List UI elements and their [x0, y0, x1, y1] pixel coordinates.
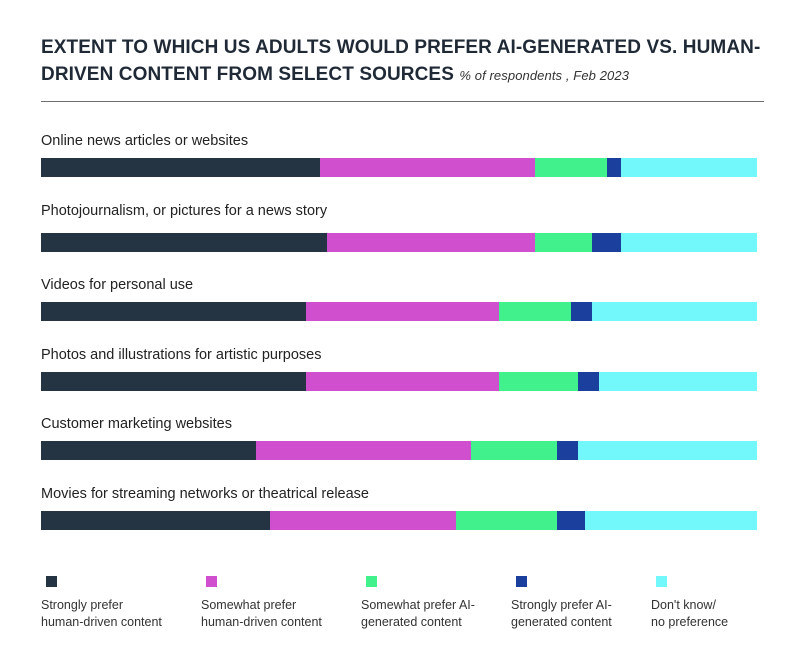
legend-label-line: Strongly prefer [41, 598, 123, 612]
bar-segment [585, 511, 757, 530]
chart-subtitle: % of respondents , Feb 2023 [459, 68, 630, 83]
legend-label: Strongly prefer human-driven content [41, 597, 171, 631]
stacked-bar [41, 302, 757, 321]
bar-segment [306, 302, 499, 321]
bar-segment [557, 441, 578, 460]
legend-label-line: no preference [651, 615, 729, 629]
stacked-bar [41, 372, 757, 391]
legend-label-line: Somewhat prefer AI- [361, 598, 475, 612]
category-label: Online news articles or websites [41, 133, 249, 149]
legend-item: Somewhat prefer human-driven content [201, 576, 351, 631]
bar-segment [592, 302, 757, 321]
bar-segment [471, 441, 557, 460]
legend-item: Don't know/no preference [651, 576, 786, 631]
legend-label: Somewhat prefer human-driven content [201, 597, 331, 631]
bar-segment [557, 511, 585, 530]
bar-segment [41, 233, 327, 252]
bar-segment [41, 441, 256, 460]
legend-item: Strongly prefer AI-generated content [511, 576, 661, 631]
bar-segment [621, 158, 757, 177]
bar-segment [306, 372, 499, 391]
stacked-bar [41, 233, 757, 252]
category-label: Photojournalism, or pictures for a news … [41, 203, 328, 219]
legend-swatch [366, 576, 377, 587]
bar-segment [592, 233, 621, 252]
chart-title: EXTENT TO WHICH US ADULTS WOULD PREFER A… [41, 34, 761, 89]
bar-segment [320, 158, 535, 177]
title-divider [41, 101, 764, 102]
legend-label-line: generated content [511, 615, 612, 629]
bar-segment [327, 233, 535, 252]
bar-segment [41, 372, 306, 391]
bar-segment [270, 511, 456, 530]
legend-label-line: human-driven content [41, 615, 162, 629]
legend-label-line: generated content [361, 615, 462, 629]
chart-title-text: EXTENT TO WHICH US ADULTS WOULD PREFER A… [41, 37, 761, 85]
stacked-bar [41, 441, 757, 460]
bar-segment [256, 441, 471, 460]
bar-segment [535, 233, 592, 252]
legend-label-line: human-driven content [201, 615, 322, 629]
stacked-bar [41, 511, 757, 530]
legend-swatch [656, 576, 667, 587]
category-label: Videos for personal use [41, 277, 194, 293]
bar-segment [607, 158, 621, 177]
bar-segment [535, 158, 607, 177]
legend-swatch [46, 576, 57, 587]
legend-item: Somewhat prefer AI-generated content [361, 576, 511, 631]
bar-segment [599, 372, 757, 391]
bar-segment [41, 158, 320, 177]
legend-label: Strongly prefer AI-generated content [511, 597, 641, 631]
legend-label-line: Somewhat prefer [201, 598, 297, 612]
bar-segment [571, 302, 592, 321]
bar-segment [456, 511, 557, 530]
bar-segment [621, 233, 757, 252]
legend-label-line: Don't know/ [651, 598, 716, 612]
bar-segment [499, 302, 571, 321]
stacked-bar [41, 158, 757, 177]
legend-label: Don't know/no preference [651, 597, 781, 631]
bar-segment [41, 302, 306, 321]
bar-segment [41, 511, 270, 530]
bar-segment [499, 372, 578, 391]
legend-label: Somewhat prefer AI-generated content [361, 597, 491, 631]
legend-label-line: Strongly prefer AI- [511, 598, 612, 612]
legend-swatch [516, 576, 527, 587]
category-label: Movies for streaming networks or theatri… [41, 486, 369, 502]
category-label: Photos and illustrations for artistic pu… [41, 347, 322, 363]
legend-swatch [206, 576, 217, 587]
category-label: Customer marketing websites [41, 416, 232, 432]
bar-segment [578, 372, 599, 391]
legend-item: Strongly prefer human-driven content [41, 576, 191, 631]
bar-segment [578, 441, 757, 460]
